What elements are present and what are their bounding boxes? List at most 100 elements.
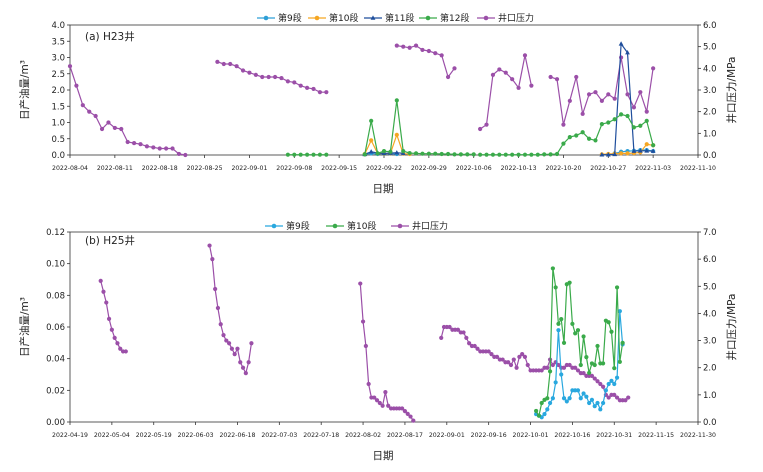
y2-axis-label: 井口压力/MPa	[725, 294, 738, 361]
series-第10段	[362, 132, 656, 157]
data-point	[405, 411, 410, 416]
data-point	[606, 320, 611, 325]
y2-tick-label: 3.0	[703, 337, 717, 347]
y2-tick-label: 5.0	[703, 43, 717, 53]
legend-item: 第10段	[308, 12, 358, 24]
y2-tick-label: 0.0	[703, 418, 717, 428]
data-point	[478, 126, 483, 132]
data-point	[601, 361, 606, 366]
data-point	[407, 150, 412, 156]
data-point	[484, 122, 489, 127]
data-point	[539, 400, 544, 406]
x-tick-label: 2022-07-03	[261, 432, 297, 439]
data-point	[522, 354, 528, 359]
x-tick-label: 2022-11-15	[638, 432, 674, 439]
series-井口压力	[67, 43, 656, 158]
data-point	[232, 352, 237, 357]
data-point	[298, 152, 303, 157]
data-point	[224, 338, 229, 343]
data-point	[575, 388, 581, 393]
x-tick-label: 2022-09-29	[411, 165, 447, 172]
y-tick-label: 0.02	[46, 386, 65, 396]
data-point	[586, 92, 592, 97]
x-tick-label: 2022-10-01	[513, 432, 549, 439]
series-line	[480, 113, 654, 156]
data-point	[401, 149, 406, 154]
data-point	[601, 400, 606, 406]
data-point	[644, 109, 649, 114]
data-point	[292, 80, 297, 85]
data-point	[614, 375, 620, 380]
data-point	[394, 43, 399, 48]
data-point	[317, 152, 323, 157]
data-point	[580, 130, 585, 135]
data-point	[215, 59, 220, 64]
series-井口压力	[98, 243, 631, 423]
series-第10段	[534, 266, 625, 418]
data-point	[570, 321, 575, 326]
data-point	[599, 152, 605, 157]
y2-tick-label: 4.0	[703, 64, 717, 74]
data-point	[550, 266, 555, 271]
legend-marker	[425, 15, 431, 21]
panel-h25: 0.00 0.02 0.04 0.06 0.08 0.10 0.12 0.0 1.0 2.0 3.0…	[18, 220, 738, 462]
legend-item: 井口压力	[477, 12, 534, 24]
data-point	[554, 151, 560, 157]
series-line	[209, 245, 252, 375]
data-point	[285, 152, 290, 157]
legend-item: 第12段	[419, 12, 469, 24]
data-point	[586, 136, 592, 141]
data-point	[260, 74, 265, 80]
data-point	[93, 113, 98, 119]
data-point	[506, 360, 511, 365]
y-tick-label: 1.5	[51, 102, 65, 112]
data-point	[176, 151, 182, 157]
data-point	[411, 418, 416, 423]
data-point	[520, 352, 525, 357]
data-point	[595, 343, 600, 349]
data-point	[623, 398, 628, 403]
data-point	[439, 335, 444, 340]
data-point	[567, 135, 572, 140]
data-point	[388, 149, 393, 154]
data-point	[587, 370, 592, 376]
legend-item: 井口压力	[391, 220, 448, 232]
data-point	[581, 391, 586, 396]
data-point	[207, 243, 212, 248]
data-point	[420, 151, 425, 156]
data-point	[394, 98, 399, 103]
data-point	[614, 285, 620, 290]
data-point	[567, 98, 572, 103]
data-point	[626, 395, 631, 400]
y2-tick-label: 1.0	[703, 129, 717, 139]
x-tick-label: 2022-11-03	[635, 165, 671, 172]
x-tick-label: 2022-08-17	[387, 432, 423, 439]
data-point	[394, 150, 400, 155]
data-point	[285, 79, 290, 84]
x-tick-label: 2022-09-08	[276, 165, 312, 172]
data-point	[144, 144, 149, 149]
data-point	[618, 41, 624, 46]
data-point	[529, 152, 534, 157]
legend-marker	[314, 15, 320, 21]
data-point	[606, 395, 611, 400]
data-point	[578, 362, 583, 368]
legend-label: 第11段	[385, 12, 414, 24]
data-point	[606, 120, 611, 125]
data-point	[637, 148, 643, 153]
data-point	[246, 360, 251, 365]
data-point	[106, 120, 111, 125]
x-tick-label: 2022-09-22	[366, 165, 402, 172]
y-tick-label: 0.10	[46, 260, 65, 270]
data-point	[471, 152, 476, 157]
data-point	[386, 403, 391, 408]
y2-tick-label: 2.0	[703, 364, 717, 374]
data-point	[545, 407, 550, 412]
data-point	[112, 125, 117, 131]
legend-item: 第11段	[364, 12, 414, 24]
data-point	[606, 381, 611, 387]
x-tick-label: 2022-09-01	[429, 432, 465, 439]
data-point	[369, 138, 374, 143]
legend-item: 第9段	[257, 12, 302, 24]
